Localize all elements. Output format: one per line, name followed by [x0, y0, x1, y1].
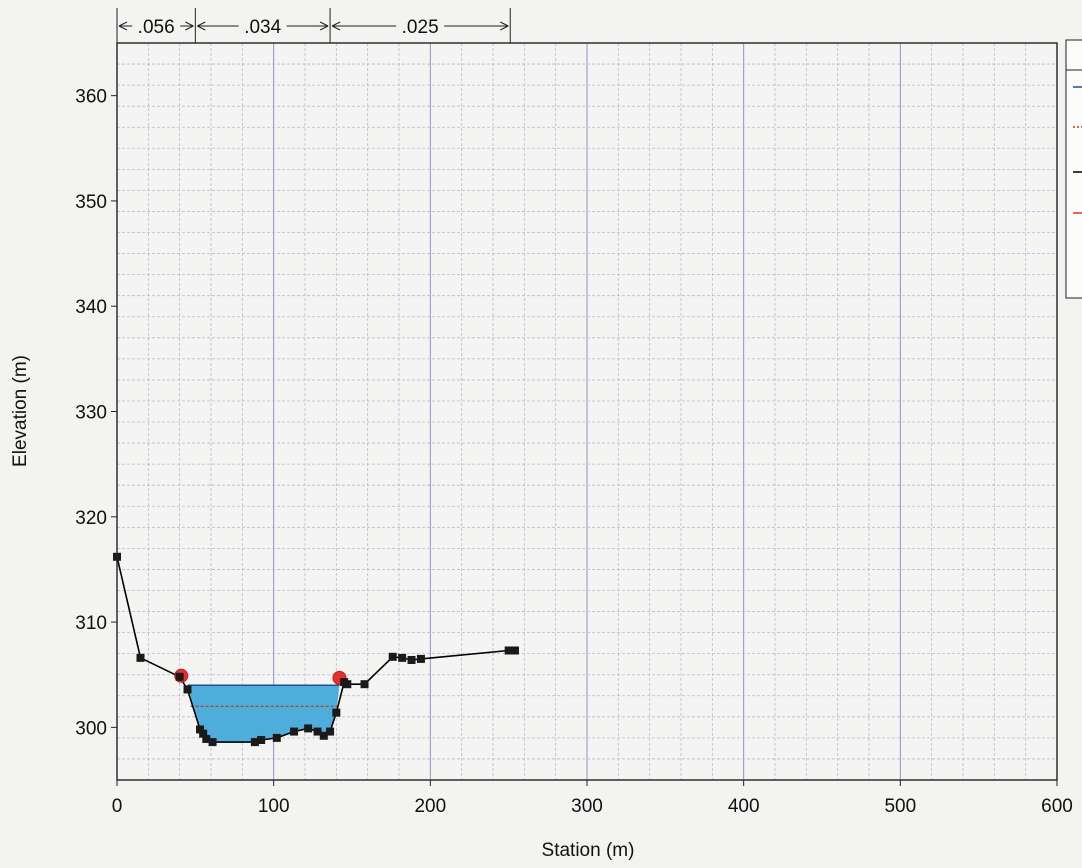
- ground-point: [136, 653, 145, 662]
- y-tick-label: 310: [75, 613, 107, 634]
- x-tick-label: 600: [1041, 796, 1073, 817]
- ground-point: [175, 672, 184, 681]
- data-layer: [113, 552, 519, 747]
- x-tick-label: 0: [112, 796, 123, 817]
- ground-point: [388, 652, 397, 661]
- y-tick-label: 300: [75, 718, 107, 739]
- ground-point: [343, 680, 352, 689]
- y-tick-label: 350: [75, 192, 107, 213]
- ground-point: [313, 727, 322, 736]
- ground-point: [332, 708, 341, 717]
- n-arrowhead-right: [500, 21, 509, 31]
- n-arrowhead-right: [185, 21, 194, 31]
- ground-point: [326, 727, 335, 736]
- ground-point: [407, 655, 416, 664]
- ground-point: [319, 731, 328, 740]
- ground-point: [183, 685, 192, 694]
- x-tick-label: 200: [414, 796, 446, 817]
- ground-point: [250, 738, 259, 747]
- axis-ticks: 0 100 200 300 400 500 600 300 310 320 330 340 350 360: [75, 87, 1073, 817]
- grid: [116, 42, 1058, 781]
- y-axis-label: Elevation (m): [10, 355, 31, 467]
- ground-point: [510, 646, 519, 655]
- x-axis-label: Station (m): [542, 840, 635, 861]
- ground-point: [504, 646, 513, 655]
- ground-point: [304, 724, 313, 733]
- n-arrowhead-left: [118, 21, 128, 31]
- ground-point: [202, 734, 211, 743]
- legend-box: [1065, 39, 1082, 299]
- x-tick-label: 100: [258, 796, 290, 817]
- ground-point: [257, 735, 266, 744]
- legend: [1065, 39, 1082, 299]
- n-arrowhead-left: [331, 21, 341, 31]
- manning-n-label: .034: [244, 17, 281, 38]
- x-tick-label: 300: [571, 796, 603, 817]
- manning-n-header: .056 .034 .025: [116, 8, 511, 43]
- manning-n-label: .025: [402, 17, 439, 38]
- y-tick-label: 340: [75, 297, 107, 318]
- ground-point: [208, 738, 217, 747]
- ground-point: [290, 727, 299, 736]
- ground-point: [272, 733, 281, 742]
- ground-point: [199, 729, 208, 738]
- y-tick-label: 360: [75, 87, 107, 108]
- x-tick-label: 500: [884, 796, 916, 817]
- n-arrowhead-left: [197, 21, 206, 31]
- ground-point: [196, 725, 205, 734]
- water-fill: [187, 685, 340, 743]
- ground-point: [360, 680, 369, 689]
- x-tick-label: 400: [728, 796, 760, 817]
- ground-point: [398, 653, 407, 662]
- y-tick-label: 320: [75, 508, 107, 529]
- n-arrowhead-right: [319, 21, 329, 31]
- manning-n-label: .056: [138, 17, 175, 38]
- ground-point: [416, 654, 425, 663]
- y-tick-label: 330: [75, 403, 107, 424]
